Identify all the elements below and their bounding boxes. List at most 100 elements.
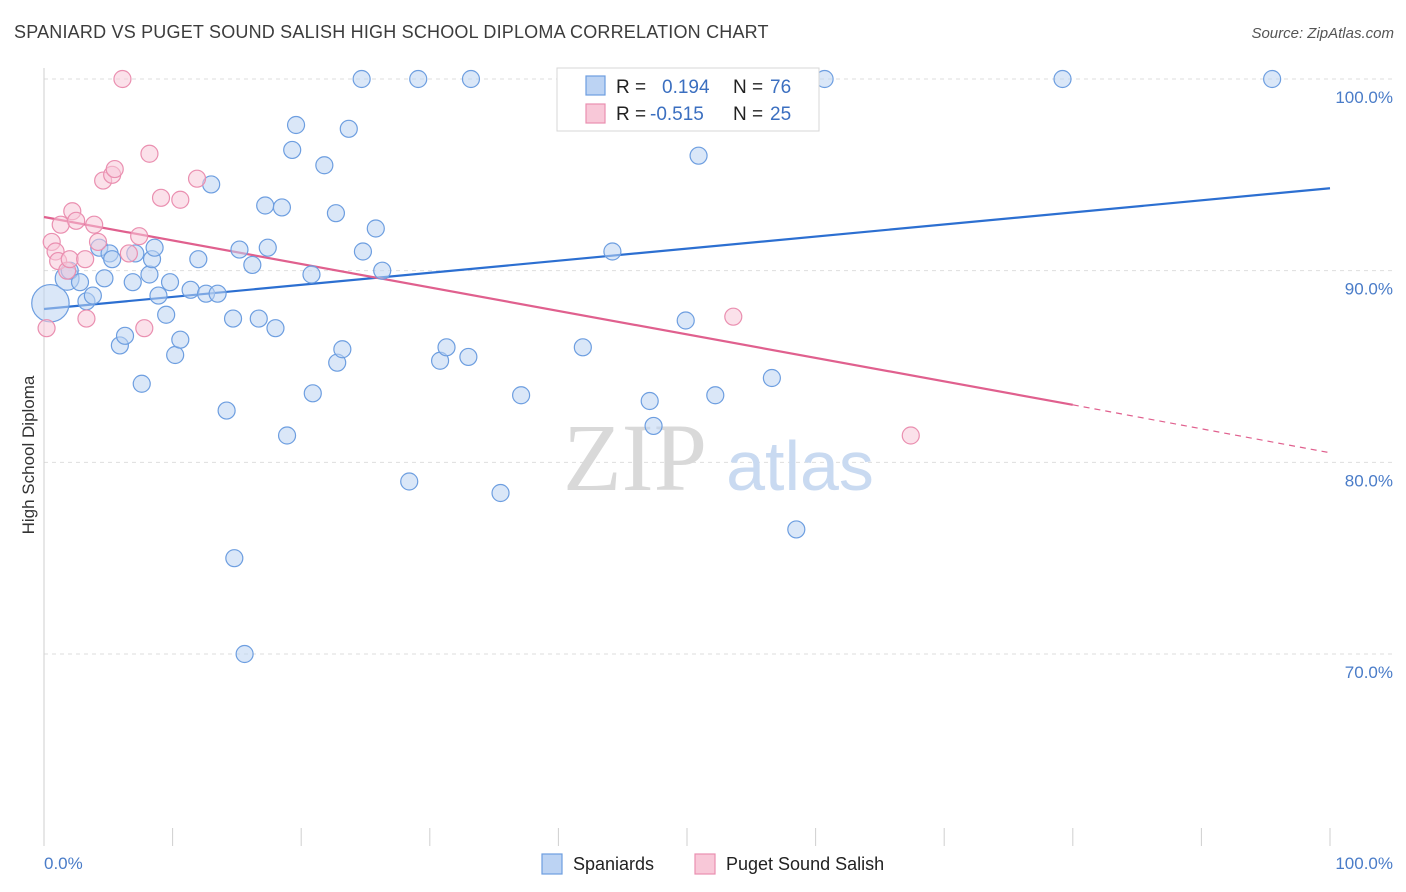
spaniards-point [277, 426, 297, 445]
x-tick-label-max: 100.0% [1335, 854, 1393, 873]
salish-point [37, 319, 56, 338]
spaniards-point [644, 416, 663, 436]
tick-labels: 100.0% 90.0% 80.0% 70.0% 0.0% 100.0% [44, 88, 1393, 873]
spaniards-point [706, 386, 725, 405]
salish-point [85, 215, 104, 234]
spaniards-point [157, 305, 176, 324]
bottom-legend-swatch-salish[interactable] [694, 853, 716, 875]
spaniards-point [70, 273, 90, 292]
spaniards-point [1053, 69, 1072, 89]
spaniards-point [272, 198, 292, 217]
spaniards-point [145, 238, 164, 257]
salish-point [60, 250, 79, 269]
legend-box: R = 0.194 N = 76 R = -0.515 N = 25 [556, 67, 820, 132]
spaniards-point [409, 69, 428, 89]
source-label: Source: ZipAtlas.com [1251, 25, 1394, 42]
spaniards-point [115, 326, 135, 345]
spaniards-point [181, 280, 200, 299]
spaniards-point [103, 250, 122, 269]
spaniards-point [123, 273, 142, 292]
legend-n-label-2: N = [733, 104, 763, 125]
salish-point [51, 215, 70, 234]
legend-r-label-2: R = [616, 104, 646, 125]
y-tick-label: 100.0% [1335, 88, 1393, 107]
chart-title: SPANIARD VS PUGET SOUND SALISH HIGH SCHO… [14, 22, 769, 42]
spaniards-point [459, 347, 478, 367]
spaniards-point [243, 255, 262, 275]
legend-r-value-1: 0.194 [662, 77, 710, 98]
data-points [31, 69, 1282, 664]
salish-point [901, 426, 920, 445]
salish-point [67, 211, 86, 230]
spaniards-point [315, 156, 334, 175]
salish-trend-extension [1072, 404, 1331, 454]
trend-lines [43, 187, 1331, 454]
salish-point [187, 169, 207, 188]
salish-point [135, 319, 154, 338]
watermark-zip: ZIP [563, 404, 707, 511]
spaniards-point [266, 319, 285, 338]
spaniards-point [95, 269, 114, 288]
spaniards-point [400, 472, 419, 491]
spaniards-point [83, 286, 102, 305]
spaniards-point [249, 309, 268, 328]
spaniards-point [603, 242, 622, 261]
bottom-legend-swatch-spaniards[interactable] [541, 853, 563, 875]
axes [43, 68, 1331, 846]
salish-point [724, 307, 743, 326]
spaniards-point [1263, 69, 1282, 89]
legend-n-value-1: 76 [770, 77, 791, 98]
spaniards-point [160, 273, 180, 292]
spaniards-point [230, 240, 249, 259]
spaniards-point [235, 644, 254, 664]
spaniards-point [258, 238, 277, 257]
spaniards-point [333, 340, 352, 359]
spaniards-point [437, 338, 456, 357]
x-tick-label-min: 0.0% [44, 854, 83, 873]
salish-point [105, 159, 124, 179]
salish-trend-line [43, 215, 1073, 406]
spaniards-point [326, 204, 346, 223]
bottom-legend-label-salish[interactable]: Puget Sound Salish [726, 854, 884, 874]
spaniards-point [149, 286, 168, 305]
spaniards-point [339, 119, 358, 138]
spaniards-point [132, 374, 151, 393]
spaniards-point [689, 146, 708, 165]
spaniards-point [166, 345, 185, 365]
spaniards-point [353, 242, 373, 261]
legend-n-value-2: 25 [770, 104, 791, 125]
spaniards-point [787, 520, 806, 539]
spaniards-point [461, 69, 481, 89]
spaniards-point [762, 368, 781, 388]
legend-r-label-1: R = [616, 77, 646, 98]
spaniards-point [373, 261, 392, 280]
watermark-atlas: atlas [726, 427, 874, 505]
spaniards-point [189, 250, 208, 269]
salish-point [119, 244, 138, 263]
spaniards-point [225, 549, 244, 568]
salish-point [171, 190, 190, 209]
spaniards-point [302, 265, 321, 284]
spaniards-point [366, 219, 385, 238]
salish-point [151, 188, 171, 207]
y-tick-label: 70.0% [1345, 663, 1393, 682]
spaniards-point [512, 386, 531, 405]
legend-swatch-spaniards [585, 75, 606, 96]
spaniards-point [283, 140, 302, 160]
spaniards-point [640, 391, 659, 411]
y-tick-label: 90.0% [1345, 280, 1393, 299]
salish-point [140, 144, 159, 163]
bottom-legend[interactable]: Spaniards Puget Sound Salish [541, 853, 884, 875]
spaniards-point [573, 338, 592, 357]
spaniards-point [223, 309, 243, 328]
salish-point [88, 232, 108, 252]
spaniards-point [208, 284, 227, 303]
y-tick-label: 80.0% [1345, 471, 1393, 490]
gridlines [44, 78, 1392, 655]
legend-n-label-1: N = [733, 77, 763, 98]
spaniards-point [676, 311, 695, 330]
salish-point [76, 250, 95, 269]
bottom-legend-label-spaniards[interactable]: Spaniards [573, 854, 654, 874]
spaniards-point [256, 196, 275, 215]
